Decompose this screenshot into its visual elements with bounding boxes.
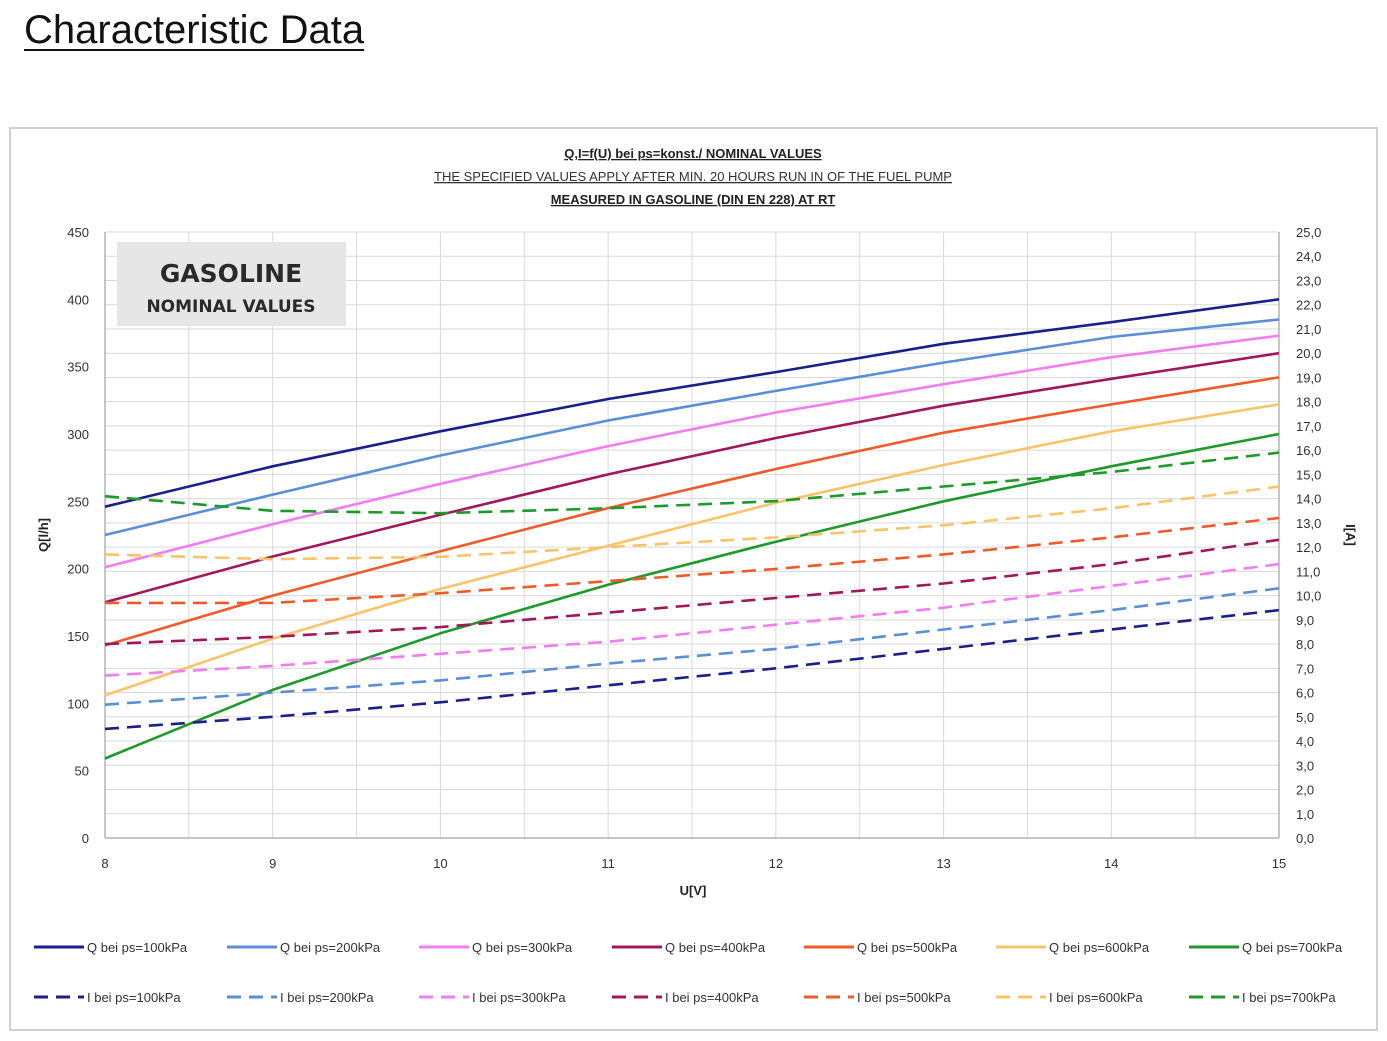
- y-right-tick-label: 1,0: [1296, 807, 1314, 822]
- y-right-tick-label: 5,0: [1296, 710, 1314, 725]
- legend-label-5: Q bei ps=500kPa: [857, 940, 958, 955]
- legend-label-8: I bei ps=100kPa: [87, 990, 181, 1005]
- y-right-tick-label: 4,0: [1296, 734, 1314, 749]
- y-right-tick-label: 9,0: [1296, 613, 1314, 628]
- y-right-tick-label: 22,0: [1296, 298, 1321, 313]
- legend-label-7: Q bei ps=700kPa: [1242, 940, 1343, 955]
- legend-label-4: Q bei ps=400kPa: [665, 940, 766, 955]
- legend-label-10: I bei ps=300kPa: [472, 990, 566, 1005]
- y-left-tick-label: 400: [67, 292, 89, 307]
- y-left-tick-label: 50: [75, 764, 89, 779]
- chart-title-line-1: Q,I=f(U) bei ps=konst./ NOMINAL VALUES: [564, 146, 822, 161]
- legend-label-13: I bei ps=600kPa: [1049, 990, 1143, 1005]
- y-right-tick-label: 18,0: [1296, 395, 1321, 410]
- y-right-tick-label: 19,0: [1296, 370, 1321, 385]
- y-right-tick-label: 13,0: [1296, 516, 1321, 531]
- legend-label-6: Q bei ps=600kPa: [1049, 940, 1150, 955]
- y-left-tick-label: 450: [67, 225, 89, 240]
- y-left-tick-label: 350: [67, 360, 89, 375]
- x-tick-label: 14: [1104, 856, 1118, 871]
- series-line-6: [104, 403, 1280, 697]
- y-right-tick-label: 17,0: [1296, 419, 1321, 434]
- series-line-13: [104, 485, 1280, 561]
- legend-label-11: I bei ps=400kPa: [665, 990, 759, 1005]
- y-right-tick-label: 11,0: [1296, 564, 1320, 579]
- y-right-axis-label: I[A]: [1343, 524, 1358, 546]
- y-left-tick-label: 0: [82, 831, 89, 846]
- x-tick-label: 13: [936, 856, 950, 871]
- series-line-4: [104, 351, 1280, 604]
- y-right-tick-label: 12,0: [1296, 540, 1321, 555]
- x-tick-label: 10: [433, 856, 447, 871]
- series-line-7: [104, 432, 1280, 760]
- y-right-tick-label: 20,0: [1296, 346, 1321, 361]
- y-left-tick-label: 100: [67, 696, 89, 711]
- y-left-tick-label: 200: [67, 562, 89, 577]
- legend-label-1: Q bei ps=100kPa: [87, 940, 188, 955]
- series-line-3: [104, 334, 1280, 569]
- legend-label-12: I bei ps=500kPa: [857, 990, 951, 1005]
- legend-label-9: I bei ps=200kPa: [280, 990, 374, 1005]
- chart-title-line-3: MEASURED IN GASOLINE (DIN EN 228) AT RT: [551, 192, 836, 207]
- legend-label-14: I bei ps=700kPa: [1242, 990, 1336, 1005]
- y-right-tick-label: 14,0: [1296, 492, 1321, 507]
- y-right-tick-label: 0,0: [1296, 831, 1314, 846]
- y-right-tick-label: 10,0: [1296, 589, 1321, 604]
- series-line-14: [104, 451, 1280, 515]
- gasoline-box-title: GASOLINE: [160, 259, 302, 288]
- y-right-tick-label: 7,0: [1296, 661, 1314, 676]
- series-line-11: [104, 538, 1280, 646]
- gasoline-box: [117, 242, 346, 326]
- x-axis-label: U[V]: [680, 883, 707, 898]
- y-right-tick-label: 8,0: [1296, 637, 1314, 652]
- y-left-axis-label: Q[l/h]: [36, 518, 51, 552]
- y-left-tick-label: 250: [67, 494, 89, 509]
- x-tick-label: 11: [601, 856, 615, 871]
- y-right-tick-label: 24,0: [1296, 249, 1321, 264]
- y-left-tick-label: 150: [67, 629, 89, 644]
- y-right-tick-label: 25,0: [1296, 225, 1321, 240]
- y-right-tick-label: 16,0: [1296, 443, 1321, 458]
- page-heading: Characteristic Data: [24, 8, 365, 52]
- x-tick-label: 8: [101, 856, 108, 871]
- y-right-tick-label: 21,0: [1296, 322, 1321, 337]
- series-line-1: [104, 298, 1280, 508]
- legend-label-2: Q bei ps=200kPa: [280, 940, 381, 955]
- series-line-5: [104, 376, 1280, 647]
- y-right-tick-label: 3,0: [1296, 758, 1314, 773]
- legend-label-3: Q bei ps=300kPa: [472, 940, 573, 955]
- x-tick-label: 15: [1272, 856, 1286, 871]
- chart-title-line-2: THE SPECIFIED VALUES APPLY AFTER MIN. 20…: [434, 169, 952, 184]
- y-right-tick-label: 6,0: [1296, 686, 1314, 701]
- y-left-tick-label: 300: [67, 427, 89, 442]
- y-right-tick-label: 23,0: [1296, 273, 1321, 288]
- series-line-12: [105, 516, 1280, 605]
- x-tick-label: 12: [769, 856, 783, 871]
- gasoline-box-subtitle: NOMINAL VALUES: [146, 297, 315, 317]
- y-right-tick-label: 2,0: [1296, 783, 1314, 798]
- y-right-tick-label: 15,0: [1296, 467, 1321, 482]
- series-line-2: [104, 318, 1280, 537]
- x-tick-label: 9: [269, 856, 276, 871]
